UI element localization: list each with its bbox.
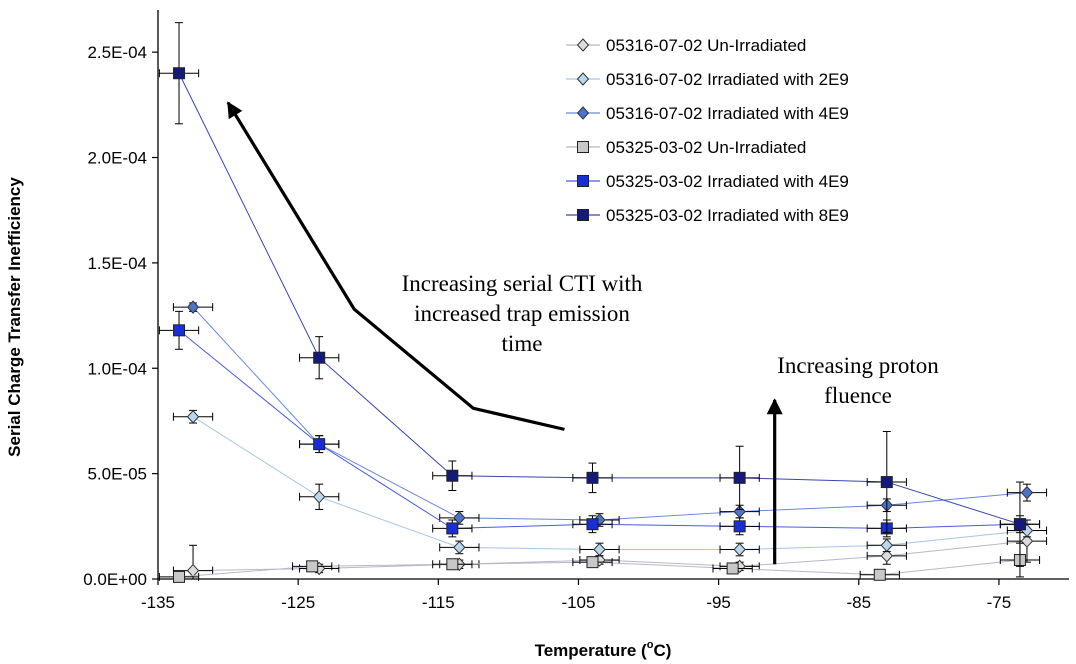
data-point	[453, 511, 466, 525]
y-tick-label: 5.0E-05	[87, 465, 147, 484]
series-2	[172, 409, 1048, 557]
y-tick-label: 2.5E-04	[87, 43, 147, 62]
data-point	[726, 562, 739, 575]
series-3	[172, 300, 1048, 527]
legend-entry: 05325-03-02 Irradiated with 8E9	[566, 206, 849, 225]
series-layer	[158, 22, 1048, 583]
data-point	[313, 351, 326, 364]
axes	[157, 10, 1069, 580]
annotation-text: fluence	[824, 383, 892, 408]
legend-label: 05325-03-02 Irradiated with 4E9	[606, 172, 849, 191]
legend-marker	[577, 175, 589, 187]
y-tick-label: 1.0E-04	[87, 359, 147, 378]
annotation-text: increased trap emission	[414, 301, 630, 326]
data-point	[446, 522, 459, 535]
y-axis-title: Serial Charge Transfer Inefficiency	[5, 177, 24, 457]
x-axis-ticks: -135 -125 -115 -105 -95 -85 -75	[141, 579, 1011, 612]
legend-marker	[576, 38, 590, 52]
legend-label: 05325-03-02 Irradiated with 8E9	[606, 206, 849, 225]
series-line	[178, 73, 1021, 525]
data-point	[173, 570, 186, 583]
annotation-text: Increasing proton	[777, 353, 939, 378]
data-point	[446, 469, 459, 482]
data-point	[880, 476, 893, 489]
legend-marker	[577, 141, 589, 153]
annotation-text: Increasing serial CTI with	[402, 271, 643, 296]
x-tick-label: -135	[141, 593, 175, 612]
y-tick-label: 1.5E-04	[87, 254, 147, 273]
y-axis-ticks: 0.0E+00 5.0E-05 1.0E-04 1.5E-04 2.0E-04 2.5E-…	[83, 43, 158, 589]
data-point	[880, 549, 893, 563]
legend-marker	[576, 106, 590, 120]
data-point	[586, 556, 599, 569]
data-point	[586, 518, 599, 531]
legend-entry: 05325-03-02 Un-Irradiated	[566, 138, 806, 157]
legend: 05316-07-02 Un-Irradiated 05316-07-02 Irr…	[566, 36, 849, 225]
data-point	[186, 563, 200, 578]
data-point	[733, 542, 746, 557]
x-tick-label: -85	[846, 593, 871, 612]
series-line	[192, 416, 1028, 550]
y-tick-label: 2.0E-04	[87, 149, 147, 168]
legend-entry: 05316-07-02 Un-Irradiated	[566, 36, 806, 55]
series-6	[158, 22, 1041, 567]
legend-label: 05316-07-02 Irradiated with 4E9	[606, 104, 849, 123]
annotation-arrow	[226, 101, 565, 431]
legend-label: 05316-07-02 Un-Irradiated	[606, 36, 806, 55]
y-tick-label: 0.0E+00	[83, 570, 147, 589]
data-point	[306, 560, 319, 573]
legend-entry: 05316-07-02 Irradiated with 4E9	[566, 104, 849, 123]
data-point	[593, 542, 606, 557]
x-tick-label: -95	[706, 593, 731, 612]
x-tick-label: -115	[422, 593, 455, 612]
data-point	[1020, 534, 1034, 548]
data-point	[173, 324, 186, 337]
legend-marker	[577, 209, 589, 221]
data-point	[733, 520, 746, 533]
annotation-text: time	[502, 331, 543, 356]
data-point	[446, 558, 459, 571]
x-tick-label: -75	[987, 593, 1012, 612]
data-point	[453, 540, 466, 555]
legend-marker	[576, 72, 590, 86]
legend-entry: 05325-03-02 Irradiated with 4E9	[566, 172, 849, 191]
data-point	[873, 568, 886, 581]
data-point	[186, 300, 200, 314]
x-axis-title: Temperature (oC)	[535, 639, 672, 660]
data-point	[173, 67, 186, 80]
x-tick-label: -105	[561, 593, 595, 612]
data-point	[1013, 518, 1026, 531]
data-point	[733, 471, 746, 484]
series-line	[192, 306, 1027, 521]
data-point	[313, 438, 326, 451]
legend-label: 05325-03-02 Un-Irradiated	[606, 138, 806, 157]
annotations: Increasing serial CTI with increased trap…	[226, 101, 939, 565]
legend-label: 05316-07-02 Irradiated with 2E9	[606, 70, 849, 89]
legend-entry: 05316-07-02 Irradiated with 2E9	[566, 70, 849, 89]
data-point	[312, 490, 326, 504]
data-point	[1020, 485, 1034, 500]
data-point	[880, 538, 893, 553]
data-point	[586, 471, 599, 484]
data-point	[186, 409, 200, 424]
x-tick-label: -125	[281, 593, 315, 612]
